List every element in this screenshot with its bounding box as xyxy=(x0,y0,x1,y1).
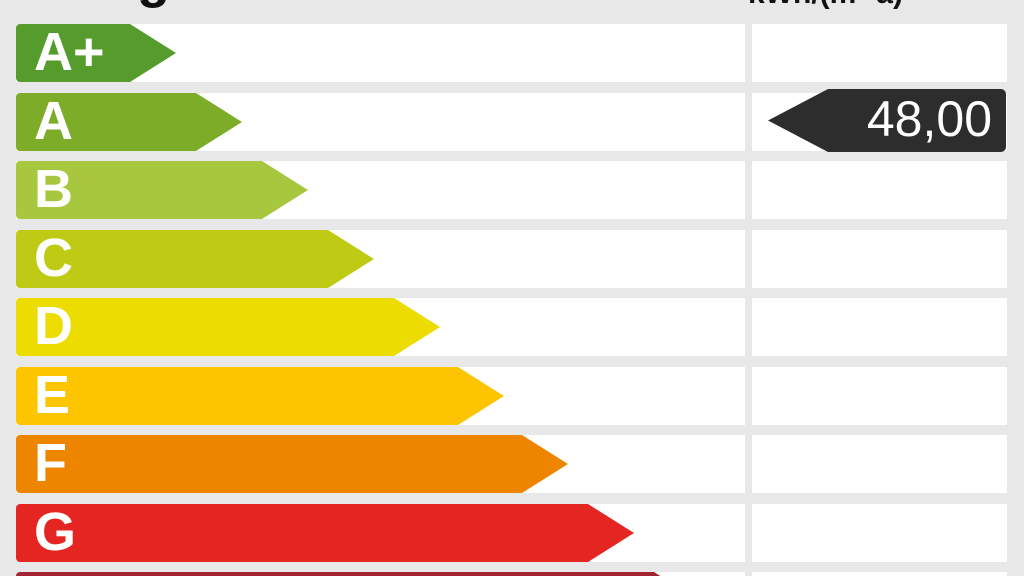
rating-letter: G xyxy=(34,501,77,562)
scale-cell: G xyxy=(16,504,745,562)
rating-row: E xyxy=(0,367,1024,425)
rating-row: A 48,00 xyxy=(0,89,1024,152)
value-cell: 48,00 xyxy=(752,89,1007,152)
scale-cell: F xyxy=(16,435,745,493)
rating-letter: F xyxy=(34,432,67,493)
scale-cell: A xyxy=(16,93,745,151)
value-cell xyxy=(752,572,1007,576)
value-marker: 48,00 xyxy=(768,89,1006,152)
rating-bar: F xyxy=(16,435,568,493)
value-cell xyxy=(752,161,1007,219)
rating-bar: G xyxy=(16,504,634,562)
rating-letter: E xyxy=(34,364,71,425)
rating-row: A+ xyxy=(0,24,1024,82)
rating-bar: A xyxy=(16,93,242,151)
scale-cell: D xyxy=(16,298,745,356)
rating-letter: C xyxy=(34,227,73,288)
rating-letter: D xyxy=(34,295,73,356)
rating-letter: A+ xyxy=(34,21,105,82)
value-cell xyxy=(752,298,1007,356)
value-cell xyxy=(752,435,1007,493)
scale-cell xyxy=(16,572,745,576)
rating-row: D xyxy=(0,298,1024,356)
unit-label: kWh/(m²·a) xyxy=(748,0,903,9)
value-cell xyxy=(752,230,1007,288)
scale-cell: B xyxy=(16,161,745,219)
rating-row: B xyxy=(0,161,1024,219)
value-cell xyxy=(752,367,1007,425)
rating-letter: B xyxy=(34,158,73,219)
rating-row: C xyxy=(0,230,1024,288)
rating-bar xyxy=(16,572,700,576)
scale-cell: A+ xyxy=(16,24,745,82)
rating-bar: E xyxy=(16,367,504,425)
rating-row xyxy=(0,572,1024,576)
page-title-fragment: g xyxy=(137,0,170,6)
value-cell xyxy=(752,504,1007,562)
rating-bar: A+ xyxy=(16,24,176,82)
rating-row: F xyxy=(0,435,1024,493)
rating-bar: D xyxy=(16,298,440,356)
rating-row: G xyxy=(0,504,1024,562)
scale-cell: C xyxy=(16,230,745,288)
value-cell xyxy=(752,24,1007,82)
rating-bar: C xyxy=(16,230,374,288)
rating-bar: B xyxy=(16,161,308,219)
rating-letter: A xyxy=(34,90,73,151)
value-text: 48,00 xyxy=(866,90,992,147)
scale-cell: E xyxy=(16,367,745,425)
